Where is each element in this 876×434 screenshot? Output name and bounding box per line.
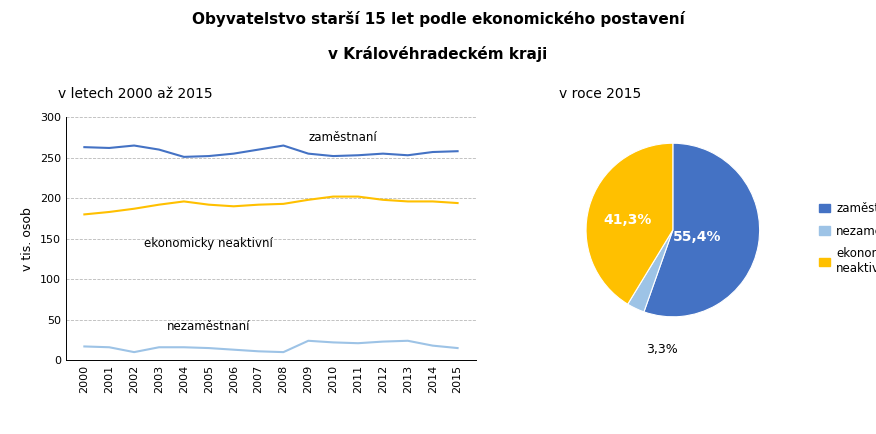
- Wedge shape: [644, 143, 759, 317]
- Text: v Královéhradeckém kraji: v Královéhradeckém kraji: [328, 46, 548, 62]
- Text: zaměstnaní: zaměstnaní: [308, 132, 377, 145]
- Text: v letech 2000 až 2015: v letech 2000 až 2015: [59, 87, 213, 101]
- Wedge shape: [628, 230, 673, 312]
- Text: ekonomicky neaktivní: ekonomicky neaktivní: [145, 237, 273, 250]
- Legend: zaměstnaní, nezaměstnaní, ekonomicky
neaktivní: zaměstnaní, nezaměstnaní, ekonomicky nea…: [814, 197, 876, 280]
- Y-axis label: v tis. osob: v tis. osob: [21, 207, 34, 271]
- Text: nezaměstnaní: nezaměstnaní: [167, 320, 251, 333]
- Text: Obyvatelstvo starší 15 let podle ekonomického postavení: Obyvatelstvo starší 15 let podle ekonomi…: [192, 11, 684, 27]
- Wedge shape: [586, 143, 673, 304]
- Text: 41,3%: 41,3%: [604, 213, 652, 227]
- Text: 55,4%: 55,4%: [673, 230, 722, 244]
- Text: 3,3%: 3,3%: [646, 343, 678, 356]
- Text: v roce 2015: v roce 2015: [559, 87, 641, 101]
